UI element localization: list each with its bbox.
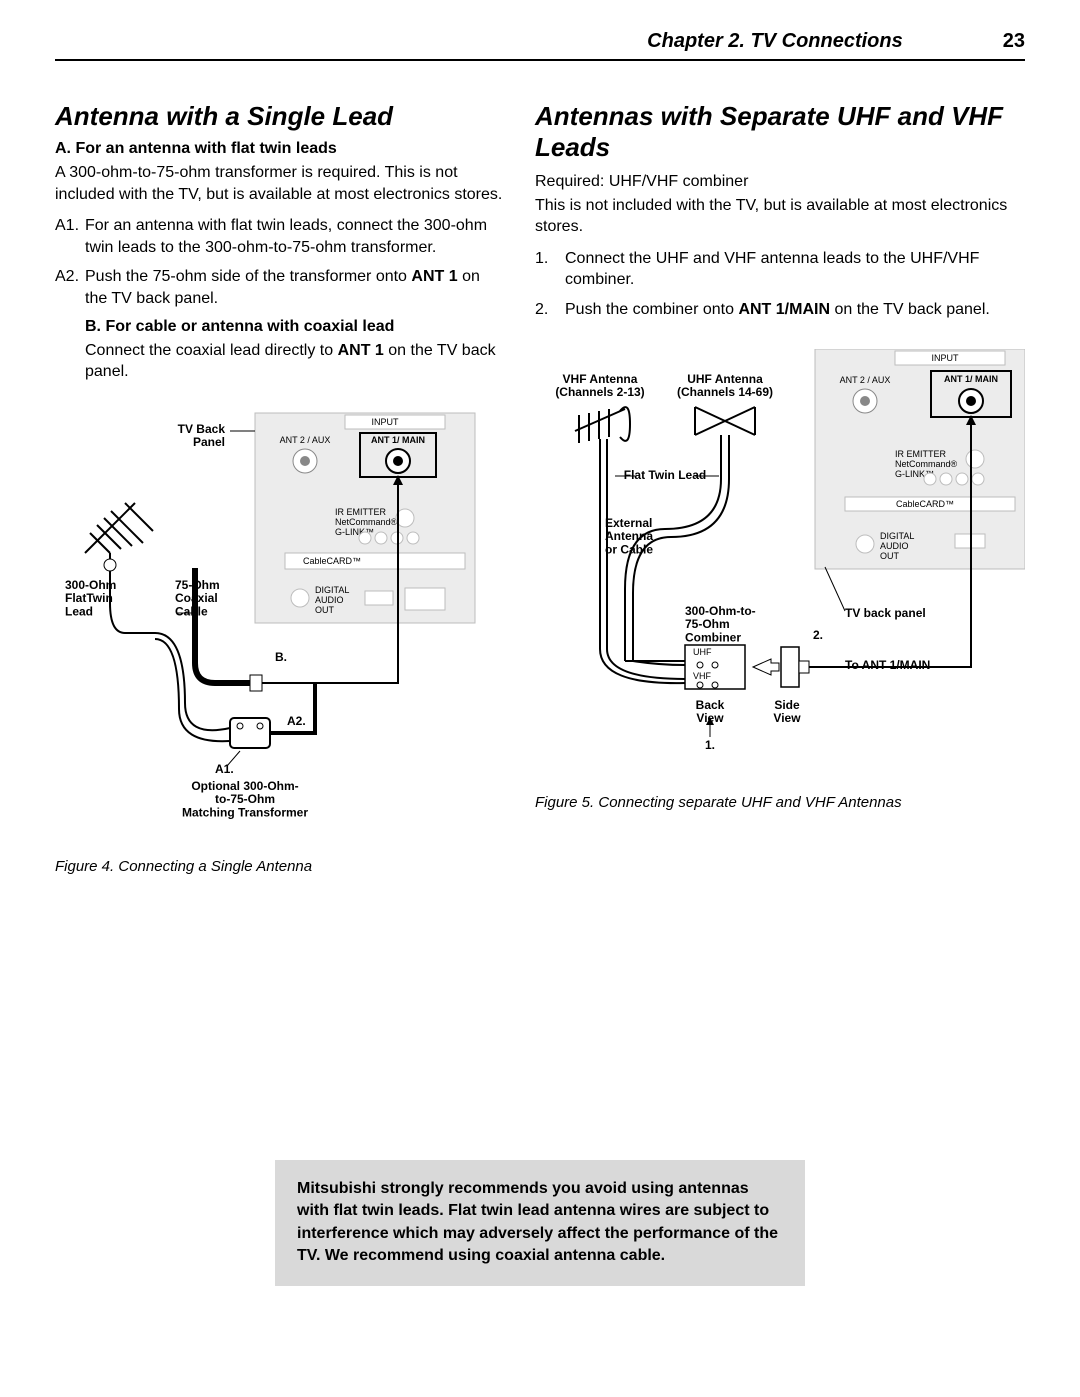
- a2-num: A2.: [55, 266, 85, 309]
- a-intro: A 300-ohm-to-75-ohm transformer is requi…: [55, 162, 505, 205]
- s1-text: Connect the UHF and VHF antenna leads to…: [565, 248, 1025, 291]
- svg-text:SideView: SideView: [773, 698, 801, 725]
- a1-num: A1.: [55, 215, 85, 258]
- svg-text:TV back panel: TV back panel: [845, 606, 926, 620]
- svg-text:A1.: A1.: [215, 762, 234, 776]
- svg-text:75-OhmCoaxialCable: 75-OhmCoaxialCable: [175, 578, 220, 618]
- svg-text:Flat Twin Lead: Flat Twin Lead: [624, 468, 706, 482]
- heading-a: A. For an antenna with flat twin leads: [55, 140, 505, 158]
- required-line: Required: UHF/VHF combiner: [535, 171, 1025, 193]
- svg-text:300-OhmFlatTwinLead: 300-OhmFlatTwinLead: [65, 578, 116, 618]
- svg-text:To ANT 1/MAIN: To ANT 1/MAIN: [845, 658, 930, 672]
- step-2: 2. Push the combiner onto ANT 1/MAIN on …: [535, 299, 1025, 321]
- s2-text: Push the combiner onto ANT 1/MAIN on the…: [565, 299, 1025, 321]
- warning-box: Mitsubishi strongly recommends you avoid…: [275, 1160, 805, 1286]
- left-column: Antenna with a Single Lead A. For an ant…: [55, 101, 505, 875]
- figure-5-caption: Figure 5. Connecting separate UHF and VH…: [535, 794, 1025, 811]
- svg-text:ExternalAntennaor Cable: ExternalAntennaor Cable: [605, 516, 653, 556]
- step-a1: A1. For an antenna with flat twin leads,…: [55, 215, 505, 258]
- page-header: Chapter 2. TV Connections 23: [55, 30, 1025, 61]
- heading-b: B. For cable or antenna with coaxial lea…: [85, 318, 505, 336]
- svg-text:ANT 1/ MAIN: ANT 1/ MAIN: [944, 374, 998, 384]
- svg-text:ANT 1/ MAIN: ANT 1/ MAIN: [371, 435, 425, 445]
- svg-text:INPUT: INPUT: [932, 353, 960, 363]
- figure-4-caption: Figure 4. Connecting a Single Antenna: [55, 858, 505, 875]
- s1-num: 1.: [535, 248, 565, 291]
- svg-text:300-Ohm-to-75-OhmCombiner: 300-Ohm-to-75-OhmCombiner: [685, 604, 756, 644]
- page-number: 23: [1003, 30, 1025, 53]
- figure-4-diagram: INPUT ANT 2 / AUX ANT 1/ MAIN IR EMITTER…: [55, 403, 485, 843]
- right-section-title: Antennas with Separate UHF and VHF Leads: [535, 101, 1025, 163]
- svg-text:UHF: UHF: [693, 647, 712, 657]
- svg-text:2.: 2.: [813, 628, 823, 642]
- two-column-layout: Antenna with a Single Lead A. For an ant…: [55, 101, 1025, 875]
- figure-5-diagram: INPUT ANT 2 / AUX ANT 1/ MAIN IR EMITTER…: [535, 349, 1025, 779]
- step-a2: A2. Push the 75-ohm side of the transfor…: [55, 266, 505, 309]
- left-section-title: Antenna with a Single Lead: [55, 101, 505, 132]
- svg-text:A2.: A2.: [287, 714, 306, 728]
- svg-text:UHF Antenna(Channels 14-69): UHF Antenna(Channels 14-69): [677, 372, 773, 399]
- right-intro: This is not included with the TV, but is…: [535, 195, 1025, 238]
- svg-text:ANT 2 / AUX: ANT 2 / AUX: [840, 375, 891, 385]
- svg-text:1.: 1.: [705, 738, 715, 752]
- right-column: Antennas with Separate UHF and VHF Leads…: [535, 101, 1025, 875]
- svg-text:B.: B.: [275, 650, 287, 664]
- s2-num: 2.: [535, 299, 565, 321]
- svg-text:INPUT: INPUT: [372, 417, 400, 427]
- step-1: 1. Connect the UHF and VHF antenna leads…: [535, 248, 1025, 291]
- chapter-title: Chapter 2. TV Connections: [647, 30, 903, 53]
- svg-text:TV BackPanel: TV BackPanel: [178, 422, 226, 449]
- svg-text:CableCARD™: CableCARD™: [303, 556, 361, 566]
- svg-text:ANT 2 / AUX: ANT 2 / AUX: [280, 435, 331, 445]
- svg-text:VHF Antenna(Channels 2-13): VHF Antenna(Channels 2-13): [555, 372, 644, 399]
- b-text: Connect the coaxial lead directly to ANT…: [85, 340, 505, 383]
- svg-text:CableCARD™: CableCARD™: [896, 499, 954, 509]
- svg-text:Optional 300-Ohm-to-75-OhmMatc: Optional 300-Ohm-to-75-OhmMatching Trans…: [182, 779, 308, 819]
- a1-text: For an antenna with flat twin leads, con…: [85, 215, 505, 258]
- svg-text:VHF: VHF: [693, 671, 712, 681]
- a2-text: Push the 75-ohm side of the transformer …: [85, 266, 505, 309]
